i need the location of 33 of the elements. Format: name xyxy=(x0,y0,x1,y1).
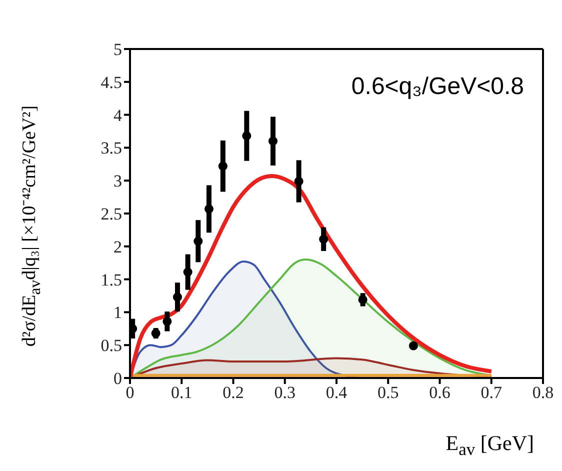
point xyxy=(204,204,214,214)
point xyxy=(194,236,203,246)
point xyxy=(183,268,192,277)
x-tick-label: 0.2 xyxy=(222,383,244,402)
point xyxy=(162,316,172,326)
point xyxy=(319,234,328,244)
x-tick-label: 0.4 xyxy=(326,383,348,402)
y-tick-label: 3.5 xyxy=(100,138,122,158)
y-tick-label: 2 xyxy=(114,237,122,256)
y-tick-label: 4.5 xyxy=(100,72,122,92)
point xyxy=(268,136,278,146)
y-tick-label: 0.5 xyxy=(100,336,122,356)
x-tick-label: 0.3 xyxy=(274,383,296,402)
point xyxy=(294,176,304,186)
point xyxy=(218,162,228,171)
y-tick-label: 0 xyxy=(114,369,122,388)
point xyxy=(172,292,182,302)
y-tick-label: 2.5 xyxy=(100,204,122,224)
point xyxy=(242,131,252,140)
line-series xyxy=(130,174,494,378)
y-tick-label: 1 xyxy=(114,303,122,322)
y-tick-label: 4 xyxy=(114,106,122,125)
x-tick-label: 0.1 xyxy=(171,383,192,402)
x-tick-label: 0.8 xyxy=(532,383,554,402)
x-tick-label: 0.5 xyxy=(378,383,399,402)
x-tick-label: 0.6 xyxy=(429,383,450,402)
x-tick-label: 0 xyxy=(126,383,134,402)
x-tick-label: 0.7 xyxy=(480,383,502,402)
y-tick-label: 5 xyxy=(114,40,122,60)
annotation: 0.6<q₃/GeV<0.8 xyxy=(351,73,524,101)
x-axis-title: E$_{av}$ [GeV] xyxy=(446,431,534,460)
y-tick-label: 1.5 xyxy=(100,270,122,290)
y-tick-label: 3 xyxy=(114,172,122,191)
